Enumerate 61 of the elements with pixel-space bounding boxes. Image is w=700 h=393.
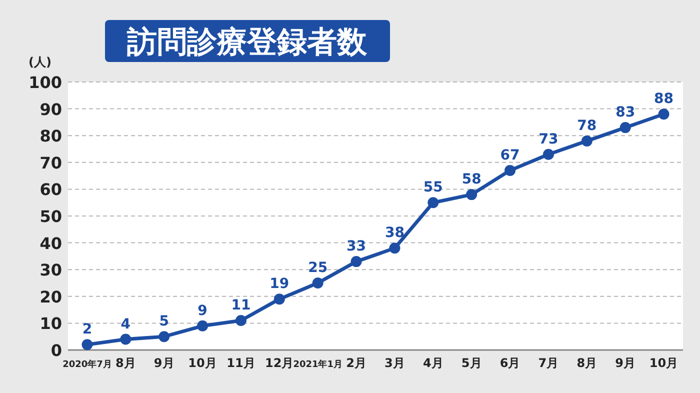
point — [312, 278, 324, 288]
x-tick-label: 7月 — [538, 356, 559, 370]
x-tick-label: 2月 — [346, 356, 366, 370]
x-tick-label: 11月 — [226, 356, 256, 370]
x-tick-label: 2020年7月 — [62, 359, 112, 370]
data-label: 58 — [462, 172, 482, 188]
point — [274, 294, 285, 305]
x-tick-label: 2021年1月 — [293, 359, 342, 370]
data-label: 83 — [616, 104, 636, 121]
y-tick-label: 0 — [50, 341, 62, 360]
point — [82, 339, 93, 350]
data-label: 11 — [231, 298, 251, 314]
data-label: 2 — [82, 322, 92, 338]
x-tick-label: 9月 — [615, 356, 636, 370]
x-tick-label: 8月 — [576, 356, 598, 370]
point — [581, 135, 592, 146]
x-tick-label: 10月 — [649, 356, 678, 370]
y-tick-label: 50 — [40, 207, 62, 226]
point — [350, 256, 362, 268]
data-label: 4 — [120, 316, 131, 332]
x-tick-label: 10月 — [188, 356, 217, 370]
data-label: 25 — [308, 260, 328, 276]
y-tick-label: 40 — [40, 234, 62, 253]
chart-title: 訪問診療登録者数 — [126, 25, 368, 60]
data-label: 73 — [538, 131, 558, 148]
point — [658, 108, 670, 120]
data-label: 67 — [500, 147, 520, 164]
y-tick-label: 20 — [40, 287, 62, 306]
x-tick-label: 12月 — [265, 356, 294, 370]
data-label: 55 — [423, 180, 443, 196]
point — [389, 242, 400, 254]
y-axis-title: (人) — [28, 55, 52, 69]
x-tick-label: 4月 — [422, 356, 444, 370]
data-label: 5 — [159, 314, 169, 330]
x-tick-label: 6月 — [500, 356, 520, 370]
point — [466, 189, 478, 200]
y-tick-label: 60 — [40, 180, 62, 200]
y-tick-label: 100 — [28, 73, 62, 92]
point — [542, 148, 554, 160]
data-label: 88 — [654, 91, 674, 108]
point — [197, 320, 208, 332]
x-tick-label: 9月 — [154, 356, 174, 370]
y-tick-label: 80 — [40, 126, 62, 146]
x-tick-label: 3月 — [384, 356, 405, 370]
y-tick-label: 70 — [40, 153, 62, 172]
point — [120, 334, 132, 345]
y-tick-label: 10 — [40, 314, 62, 334]
x-tick-label: 5月 — [461, 356, 482, 370]
x-tick-label: 8月 — [115, 356, 136, 370]
y-tick-label: 30 — [40, 260, 62, 280]
point — [620, 122, 631, 134]
point — [428, 197, 439, 208]
data-label: 78 — [577, 118, 597, 134]
data-label: 38 — [384, 225, 404, 242]
data-label: 19 — [270, 276, 290, 292]
data-label: 9 — [198, 302, 208, 319]
point — [235, 315, 246, 326]
point — [158, 331, 170, 342]
point — [504, 164, 516, 176]
y-tick-label: 90 — [40, 100, 62, 119]
data-label: 33 — [346, 238, 366, 255]
